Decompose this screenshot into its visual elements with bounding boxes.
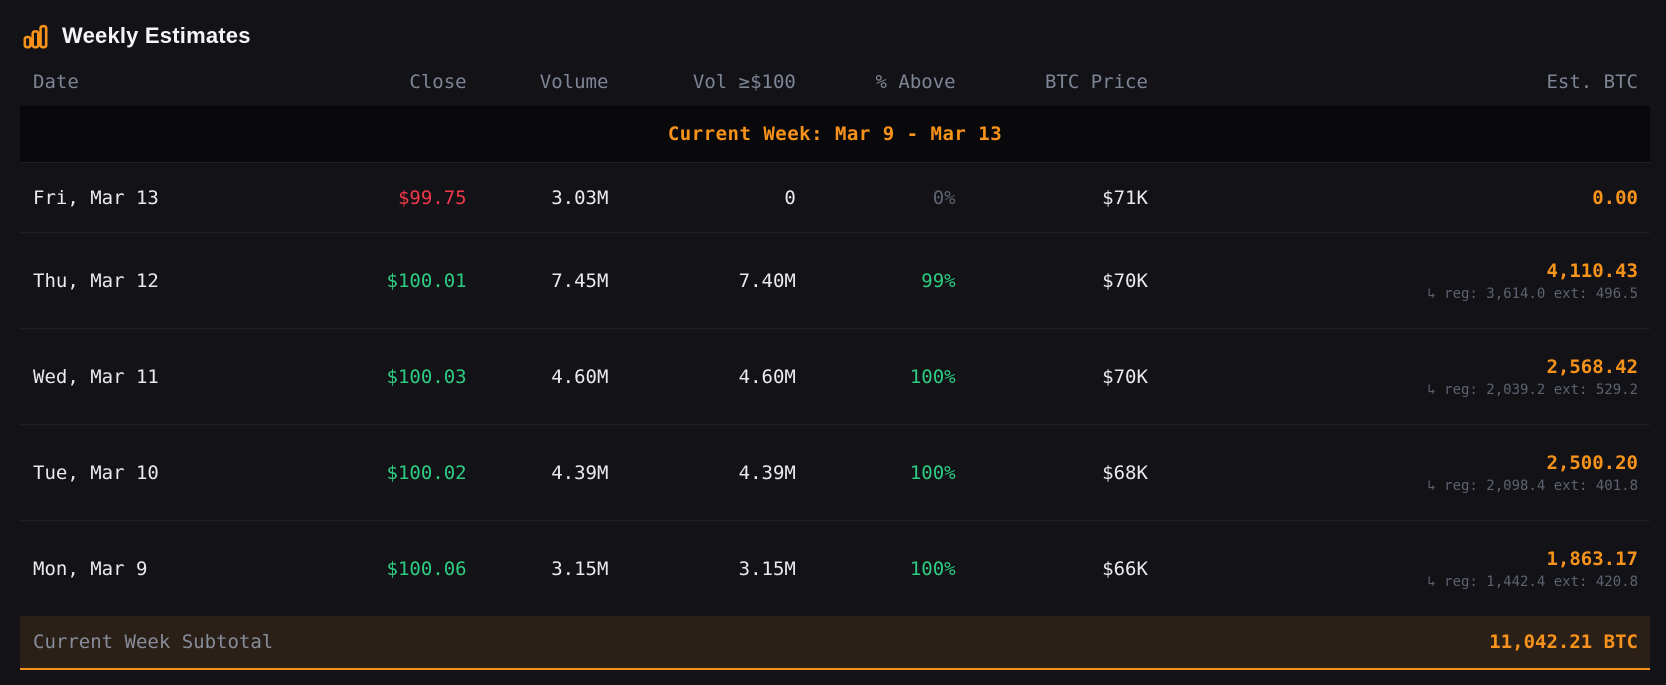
date-cell: Fri, Mar 13	[33, 186, 159, 209]
col-header-close: Close	[409, 71, 467, 93]
date-cell: Wed, Mar 11	[33, 365, 159, 388]
close-cell: $100.03	[386, 365, 467, 388]
pct-above-cell: 100%	[909, 557, 956, 580]
btc-price-cell: $68K	[1102, 461, 1148, 484]
volume-cell: 4.39M	[551, 461, 609, 484]
col-header-pct-above: % Above	[875, 71, 956, 93]
titlebar: Weekly Estimates	[0, 0, 1666, 58]
pct-above-cell: 0%	[932, 186, 956, 209]
col-header-est-btc: Est. BTC	[1546, 71, 1638, 93]
table-body: Fri, Mar 13 $99.75 3.03M 0 0% $71K 0.00 …	[20, 162, 1650, 616]
col-header-vol-above: Vol ≥$100	[692, 71, 796, 93]
vol-above-cell: 7.40M	[738, 269, 796, 292]
est-btc-breakdown: ↳ reg: 1,442.4 ext: 420.8	[1427, 573, 1638, 590]
est-btc-value: 2,568.42	[1546, 355, 1638, 378]
table-row: Fri, Mar 13 $99.75 3.03M 0 0% $71K 0.00	[20, 162, 1650, 232]
btc-price-cell: $70K	[1102, 269, 1148, 292]
col-header-date: Date	[33, 71, 79, 93]
page-title: Weekly Estimates	[62, 23, 251, 48]
btc-price-cell: $66K	[1102, 557, 1148, 580]
est-btc-value: 0.00	[1592, 186, 1638, 209]
vol-above-cell: 3.15M	[738, 557, 796, 580]
subtotal-row: Current Week Subtotal 11,042.21 BTC	[20, 616, 1650, 670]
estimates-table: Date Close Volume Vol ≥$100 % Above BTC …	[20, 58, 1650, 670]
volume-cell: 4.60M	[551, 365, 609, 388]
close-cell: $100.06	[386, 557, 467, 580]
table-row: Wed, Mar 11 $100.03 4.60M 4.60M 100% $70…	[20, 328, 1650, 424]
col-header-btc-price: BTC Price	[1044, 71, 1148, 93]
close-cell: $100.01	[386, 269, 467, 292]
volume-cell: 3.03M	[551, 186, 609, 209]
subtotal-label: Current Week Subtotal	[33, 631, 274, 653]
est-btc-value: 1,863.17	[1546, 547, 1638, 570]
close-cell: $100.02	[386, 461, 467, 484]
date-cell: Tue, Mar 10	[33, 461, 159, 484]
est-btc-breakdown: ↳ reg: 3,614.0 ext: 496.5	[1427, 285, 1638, 302]
current-week-banner-text: Current Week: Mar 9 - Mar 13	[667, 123, 1003, 145]
est-btc-breakdown: ↳ reg: 2,039.2 ext: 529.2	[1427, 381, 1638, 398]
est-btc-breakdown: ↳ reg: 2,098.4 ext: 401.8	[1427, 477, 1638, 494]
date-cell: Mon, Mar 9	[33, 557, 148, 580]
close-cell: $99.75	[397, 186, 467, 209]
vol-above-cell: 4.60M	[738, 365, 796, 388]
btc-price-cell: $70K	[1102, 365, 1148, 388]
table-row: Tue, Mar 10 $100.02 4.39M 4.39M 100% $68…	[20, 424, 1650, 520]
vol-above-cell: 4.39M	[738, 461, 796, 484]
volume-cell: 7.45M	[551, 269, 609, 292]
est-btc-value: 2,500.20	[1546, 451, 1638, 474]
est-btc-value: 4,110.43	[1546, 259, 1638, 282]
pct-above-cell: 100%	[909, 365, 956, 388]
table-header-row: Date Close Volume Vol ≥$100 % Above BTC …	[20, 58, 1650, 106]
col-header-volume: Volume	[539, 71, 609, 93]
current-week-banner: Current Week: Mar 9 - Mar 13	[20, 106, 1650, 162]
subtotal-value: 11,042.21 BTC	[1489, 631, 1638, 653]
table-row: Thu, Mar 12 $100.01 7.45M 7.40M 99% $70K…	[20, 232, 1650, 328]
vol-above-cell: 0	[784, 186, 796, 209]
date-cell: Thu, Mar 12	[33, 269, 159, 292]
volume-cell: 3.15M	[551, 557, 609, 580]
btc-price-cell: $71K	[1102, 186, 1148, 209]
pct-above-cell: 99%	[921, 269, 956, 292]
table-row: Mon, Mar 9 $100.06 3.15M 3.15M 100% $66K…	[20, 520, 1650, 616]
bar-chart-icon	[22, 23, 49, 50]
pct-above-cell: 100%	[909, 461, 956, 484]
